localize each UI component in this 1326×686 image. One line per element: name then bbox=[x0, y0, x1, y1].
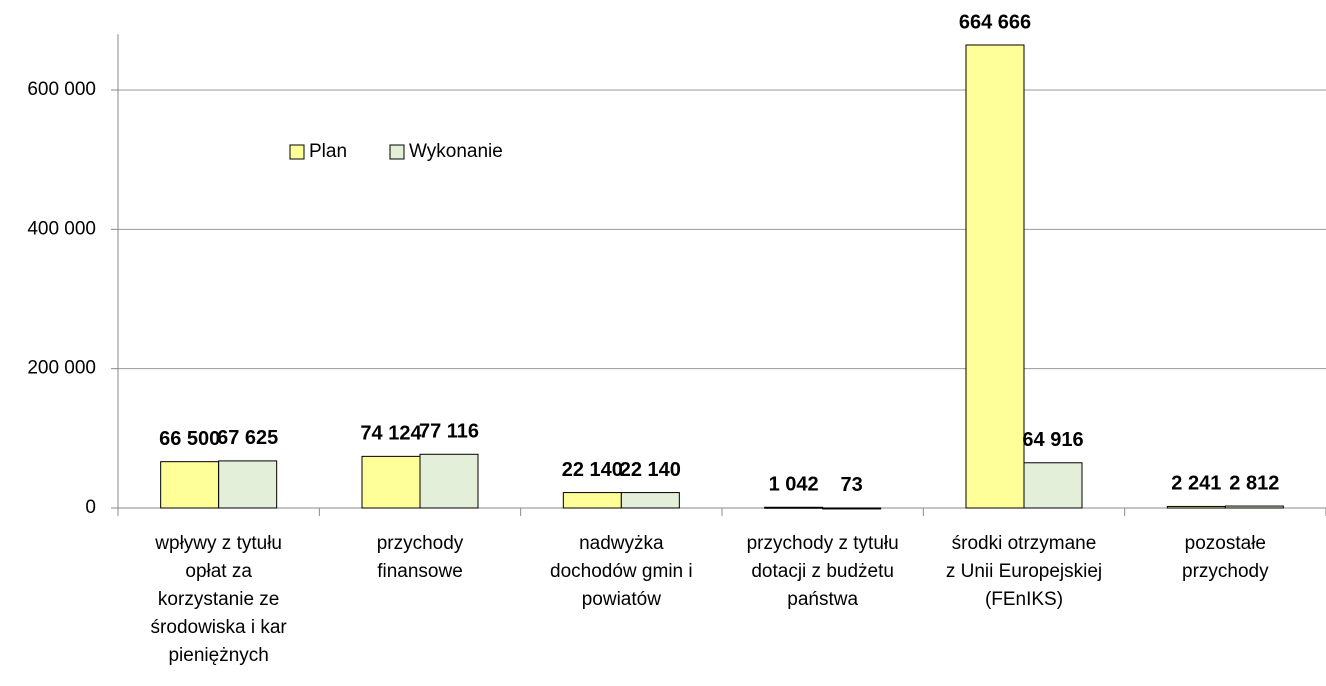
bar bbox=[160, 461, 220, 509]
legend-label: Wykonanie bbox=[409, 141, 503, 162]
bar bbox=[965, 44, 1025, 509]
x-tick-label: przychody finansowe bbox=[376, 533, 464, 582]
bar bbox=[764, 506, 824, 509]
bar bbox=[361, 455, 421, 509]
value-label: 2 241 bbox=[1171, 473, 1221, 495]
bar bbox=[620, 492, 680, 509]
legend-swatch bbox=[289, 144, 305, 160]
bar bbox=[562, 492, 622, 509]
y-tick-label: 600 000 bbox=[27, 79, 96, 100]
value-label: 73 bbox=[841, 474, 863, 496]
value-label: 66 500 bbox=[159, 428, 220, 450]
value-label: 2 812 bbox=[1229, 472, 1279, 494]
legend-swatch bbox=[389, 144, 405, 160]
y-tick-label: 200 000 bbox=[27, 358, 96, 379]
value-label: 67 625 bbox=[217, 427, 278, 449]
x-tick-label: środki otrzymane z Unii Europejskiej (FE… bbox=[945, 533, 1103, 610]
value-label: 64 916 bbox=[1022, 429, 1083, 451]
x-tick-label: przychody z tytułu dotacji z budżetu pań… bbox=[746, 533, 899, 610]
value-label: 664 666 bbox=[959, 11, 1031, 33]
x-tick-label: pozostałe przychody bbox=[1182, 533, 1269, 582]
bar bbox=[1166, 505, 1226, 509]
value-label: 74 124 bbox=[360, 423, 422, 445]
bar bbox=[419, 453, 479, 509]
value-label: 77 116 bbox=[419, 421, 479, 443]
bar bbox=[822, 507, 882, 510]
legend-label: Plan bbox=[309, 141, 347, 162]
value-label: 22 140 bbox=[562, 459, 623, 481]
y-tick-label: 0 bbox=[85, 497, 96, 518]
bar bbox=[1224, 505, 1284, 509]
value-label: 1 042 bbox=[769, 474, 819, 496]
bar bbox=[218, 460, 278, 509]
bar bbox=[1023, 462, 1083, 509]
value-label: 22 140 bbox=[620, 459, 681, 481]
x-tick-label: wpływy z tytułu opłat za korzystanie ze … bbox=[150, 533, 287, 666]
y-tick-label: 400 000 bbox=[27, 218, 96, 239]
x-tick-label: nadwyżka dochodów gmin i powiatów bbox=[550, 533, 693, 610]
